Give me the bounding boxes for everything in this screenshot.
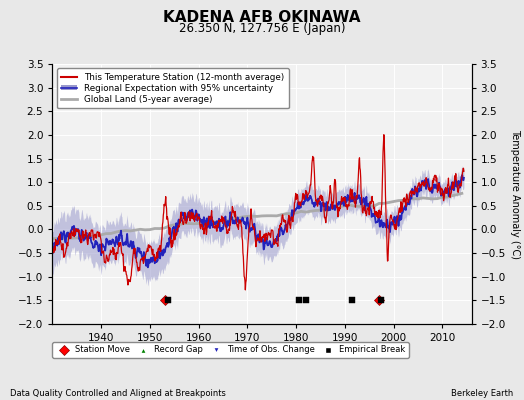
Text: Data Quality Controlled and Aligned at Breakpoints: Data Quality Controlled and Aligned at B… xyxy=(10,389,226,398)
Y-axis label: Temperature Anomaly (°C): Temperature Anomaly (°C) xyxy=(510,129,520,259)
Text: KADENA AFB OKINAWA: KADENA AFB OKINAWA xyxy=(163,10,361,25)
Legend: This Temperature Station (12-month average), Regional Expectation with 95% uncer: This Temperature Station (12-month avera… xyxy=(57,68,289,108)
Text: Berkeley Earth: Berkeley Earth xyxy=(451,389,514,398)
Text: 26.350 N, 127.756 E (Japan): 26.350 N, 127.756 E (Japan) xyxy=(179,22,345,35)
Legend: Station Move, Record Gap, Time of Obs. Change, Empirical Break: Station Move, Record Gap, Time of Obs. C… xyxy=(52,342,409,358)
